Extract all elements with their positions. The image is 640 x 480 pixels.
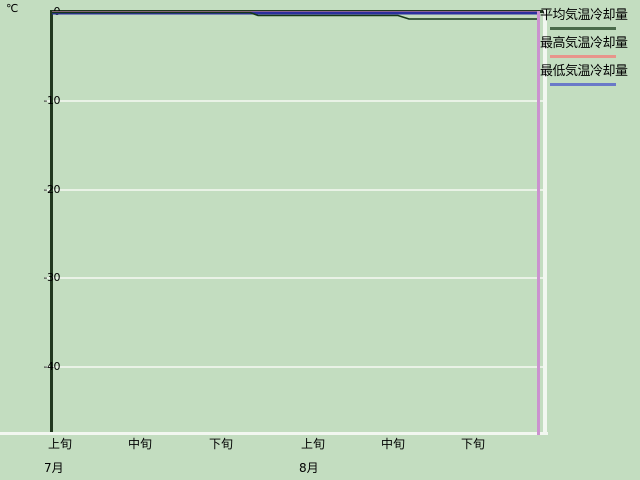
xtick-label-jul-early: 上旬: [48, 437, 73, 451]
ytick-mark-minus20: [45, 189, 53, 191]
gridline-minus10: [52, 100, 544, 102]
x-axis-line: [0, 432, 548, 435]
ytick-mark-minus40: [45, 366, 53, 368]
gridline-minus20: [52, 189, 544, 191]
xtick-label-aug-mid: 中旬: [381, 437, 406, 451]
legend-item-maximum: 最高気温冷却量: [536, 36, 640, 64]
legend-item-average: 平均気温冷却量: [536, 8, 640, 36]
ytick-mark-minus30: [45, 277, 53, 279]
legend-label-minimum: 最低気温冷却量: [540, 64, 628, 79]
ytick-mark-minus10: [45, 100, 53, 102]
current-date-marker: [537, 11, 540, 435]
ytick-label-minus10: -10: [43, 94, 61, 107]
y-axis-unit-label: ℃: [6, 2, 18, 15]
right-border-line: [543, 10, 547, 435]
xtick-label-aug-early: 上旬: [301, 437, 326, 451]
ytick-label-0: 0: [53, 5, 61, 18]
legend-swatch-average: [550, 27, 616, 30]
xtick-label-jul-late: 下旬: [209, 437, 234, 451]
chart-legend: 平均気温冷却量 最高気温冷却量 最低気温冷却量: [536, 8, 640, 92]
plot-area: [52, 11, 544, 432]
legend-label-maximum: 最高気温冷却量: [540, 36, 628, 51]
gridline-minus30: [52, 277, 544, 279]
ytick-label-minus20: -20: [43, 183, 61, 196]
ytick-label-minus40: -40: [43, 360, 61, 373]
xmonth-label-august: 8月: [299, 461, 319, 475]
legend-swatch-maximum: [550, 55, 616, 58]
xtick-label-jul-mid: 中旬: [128, 437, 153, 451]
ytick-label-minus30: -30: [43, 271, 61, 284]
top-axis-line: [50, 10, 544, 13]
legend-label-average: 平均気温冷却量: [540, 8, 628, 23]
gridline-minus40: [52, 366, 544, 368]
legend-swatch-minimum: [550, 83, 616, 86]
y-axis-line: [50, 10, 53, 434]
legend-item-minimum: 最低気温冷却量: [536, 64, 640, 92]
xmonth-label-july: 7月: [44, 461, 64, 475]
xtick-label-aug-late: 下旬: [461, 437, 486, 451]
